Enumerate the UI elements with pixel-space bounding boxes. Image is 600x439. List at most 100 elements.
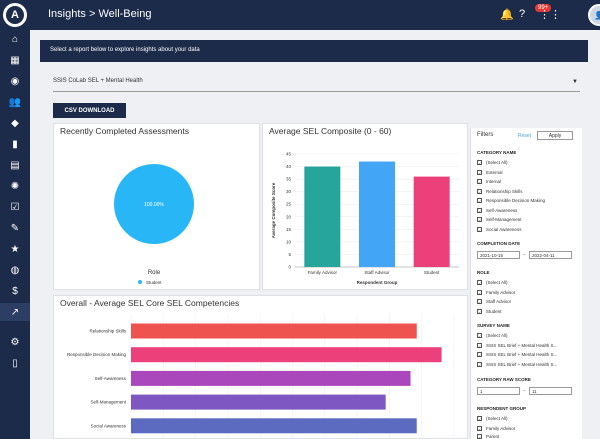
star-user-icon[interactable]: ★: [10, 243, 20, 255]
score-min-input[interactable]: 1: [477, 387, 520, 395]
pie-legend-title: Role: [148, 270, 161, 276]
filter-label: Self-Awareness: [486, 207, 518, 213]
instruction-banner: Select a report below to explore insight…: [40, 40, 588, 62]
avatar[interactable]: 👤: [588, 4, 600, 26]
gear-icon[interactable]: ⚙: [10, 336, 20, 348]
bell-icon[interactable]: 🔔: [500, 9, 514, 21]
filter-checkbox[interactable]: ✓ External: [477, 169, 503, 176]
y-tick-label: 30: [286, 189, 292, 194]
date-separator: –: [523, 252, 526, 257]
hbar-self-management[interactable]: [131, 394, 386, 410]
score-max-input[interactable]: 11: [529, 387, 572, 395]
check-icon: ✓: [477, 169, 482, 176]
check-icon: ✓: [477, 361, 482, 368]
filter-checkbox[interactable]: ✓ (Select All): [477, 333, 508, 339]
y-tick-label: 45: [286, 152, 292, 157]
hbar-self-awareness[interactable]: [131, 370, 411, 386]
filter-checkbox[interactable]: ✓ (Select All): [477, 160, 508, 166]
user-circle-icon[interactable]: ◉: [10, 75, 20, 87]
help-icon[interactable]: ?: [519, 8, 526, 20]
filter-label: (Select All): [486, 416, 508, 421]
pie-slice-student[interactable]: [114, 164, 194, 244]
filter-checkbox[interactable]: ✓ Staff Advisor: [477, 299, 512, 305]
filter-checkbox[interactable]: ✓ SSIS SEL Brief + Mental Health S...: [477, 352, 558, 358]
date-from-input[interactable]: 2021-10-15: [477, 251, 520, 259]
filter-label: Self-Management: [486, 217, 522, 222]
completion-date-heading: COMPLETION DATE: [477, 241, 521, 246]
filter-label: Student: [486, 308, 502, 314]
filter-checkbox[interactable]: ✓ Parent: [477, 434, 499, 439]
filter-checkbox[interactable]: ✓ Student: [477, 308, 502, 315]
survey-name-heading: SURVEY NAME: [477, 323, 510, 328]
book-icon[interactable]: ▮: [12, 138, 18, 150]
apps-grid-icon[interactable]: ⋮⋮: [539, 9, 561, 21]
filter-checkbox[interactable]: ✓ Relationship Skills: [477, 188, 523, 195]
apply-button[interactable]: Apply: [537, 131, 573, 140]
filter-label: Internal: [486, 179, 502, 184]
x-tick-label: Staff Advisor: [364, 270, 390, 275]
sidebar: A ⌂ ▦ ◉ 👥 ◆ ▮ ▤ ✺ ☑ ✎ ★ ◍ $ ↗ ⚙ ▯: [0, 0, 30, 439]
filter-checkbox[interactable]: ✓ Family Advisor: [477, 289, 516, 296]
bar-student[interactable]: [413, 176, 450, 267]
y-tick-label: 5: [288, 252, 291, 257]
filter-checkbox[interactable]: ✓ Internal: [477, 179, 502, 185]
users-icon[interactable]: 👥: [8, 96, 22, 108]
filter-label: Staff Advisor: [486, 299, 512, 304]
filter-checkbox[interactable]: ✓ (Select All): [477, 280, 508, 286]
hbar-responsible-decision-making[interactable]: [131, 347, 442, 363]
home-icon[interactable]: ⌂: [11, 33, 19, 45]
bar-panel: Average SEL Composite (0 - 60) 0 5 10 15 20 2…: [262, 123, 468, 290]
bar-staff-advisor[interactable]: [359, 161, 395, 267]
filter-label: (Select All): [486, 280, 508, 285]
filter-label: SSIS SEL Brief + Mental Health S...: [486, 352, 558, 357]
hbar-panel-title: Overall - Average SEL Core SEL Competenc…: [60, 298, 240, 308]
pie-panel-title: Recently Completed Assessments: [60, 126, 189, 136]
filter-checkbox[interactable]: ✓ (Select All): [477, 416, 508, 422]
filter-checkbox[interactable]: ✓ Social Awareness: [477, 226, 521, 233]
check-icon: ✓: [477, 198, 482, 204]
lightbulb-icon[interactable]: ✺: [10, 180, 20, 192]
filter-checkbox[interactable]: ✓ Self-Management: [477, 217, 522, 223]
check-icon: ✓: [477, 280, 482, 286]
phone-icon[interactable]: ▯: [12, 357, 18, 369]
filter-checkbox[interactable]: ✓ SSIS SEL Brief + Mental Health S...: [477, 361, 557, 368]
check-icon: ✓: [477, 226, 482, 233]
logo-a-icon: A: [6, 6, 24, 24]
check-icon: ✓: [477, 289, 482, 296]
hbar-social-awareness[interactable]: [131, 418, 417, 434]
hbar-relationship-skills[interactable]: [131, 323, 417, 339]
user-pen-icon[interactable]: ✎: [10, 222, 20, 234]
y-tick-label: 10: [286, 239, 292, 244]
check-icon: ✓: [477, 217, 482, 223]
filter-label: Family Advisor: [486, 289, 516, 295]
check-icon: ✓: [477, 299, 482, 305]
report-select[interactable]: SSIS CoLab SEL + Mental Health ▼: [53, 78, 580, 92]
reset-link[interactable]: Reset: [518, 133, 532, 139]
bar-family-advisor[interactable]: [304, 166, 341, 267]
check-icon: ✓: [477, 188, 482, 195]
filter-checkbox[interactable]: ✓ SSIS SEL Brief + Mental Health S...: [477, 342, 557, 349]
filter-checkbox[interactable]: ✓ Responsible Decision Making: [477, 198, 546, 204]
filter-checkbox[interactable]: ✓ Self-Awareness: [477, 207, 518, 214]
diamond-arrow-icon[interactable]: ◆: [11, 117, 19, 129]
csv-download-button[interactable]: CSV DOWNLOAD: [53, 103, 126, 118]
table-icon[interactable]: ▦: [10, 54, 20, 66]
y-tick-label: 25: [286, 202, 292, 207]
trending-icon[interactable]: ↗: [0, 303, 30, 321]
pie-legend-swatch: [138, 280, 142, 284]
y-tick-label: 20: [286, 214, 292, 219]
checkbox-icon[interactable]: ☑: [10, 201, 20, 213]
globe-icon[interactable]: ◍: [10, 264, 20, 276]
dollar-icon[interactable]: $: [12, 285, 18, 297]
role-heading: ROLE: [477, 270, 490, 275]
date-to-input[interactable]: 2022-04-11: [529, 251, 572, 259]
caret-down-icon: ▼: [572, 79, 578, 85]
app-logo[interactable]: A: [3, 3, 27, 27]
check-icon: ✓: [477, 342, 482, 349]
check-icon: ✓: [477, 352, 482, 358]
check-icon: ✓: [477, 416, 482, 422]
clipboard-icon[interactable]: ▤: [10, 159, 20, 171]
filter-checkbox[interactable]: ✓ Family Advisor: [477, 425, 515, 432]
filter-label: Responsible Decision Making: [486, 198, 546, 203]
y-tick-label: Self-Management: [90, 400, 126, 405]
